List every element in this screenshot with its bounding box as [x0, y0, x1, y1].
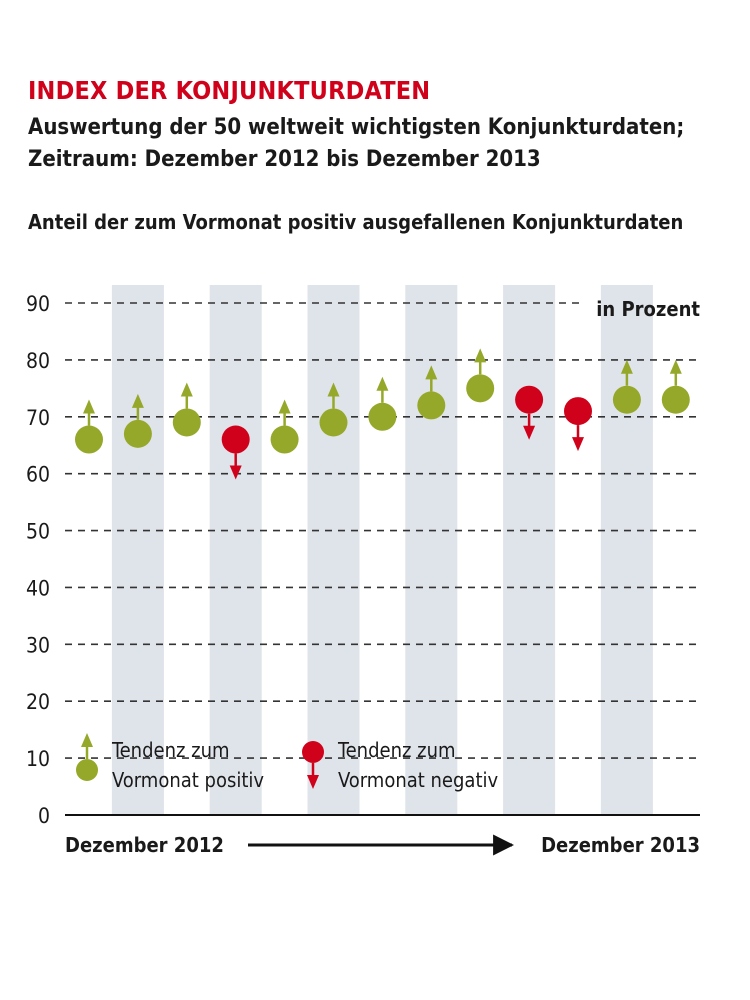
point-marker-positive — [612, 385, 641, 414]
legend-label: Tendenz zum — [337, 738, 456, 762]
y-tick-label: 20 — [26, 690, 50, 714]
data-point — [612, 359, 641, 414]
data-point — [75, 399, 103, 454]
point-marker-positive — [75, 425, 103, 454]
point-marker-positive — [466, 374, 495, 403]
y-tick-label: 50 — [26, 520, 50, 544]
y-tick-label: 90 — [26, 292, 50, 316]
data-point — [123, 393, 152, 448]
legend-negative-symbol — [302, 741, 324, 789]
legend: Tendenz zum Vormonat positiv Tendenz zum Vo… — [76, 733, 499, 792]
point-marker-negative — [302, 741, 324, 763]
trend-up-arrowhead — [327, 382, 340, 397]
point-marker-negative — [221, 425, 250, 454]
trend-up-arrowhead — [278, 399, 291, 414]
legend-label: Tendenz zum — [111, 738, 230, 762]
column-band — [111, 285, 164, 815]
trend-up-arrowhead — [81, 733, 93, 747]
trend-up-arrowhead — [669, 359, 682, 374]
subtitle-line-2: Zeitraum: Dezember 2012 bis Dezember 201… — [28, 147, 541, 172]
data-point — [172, 382, 201, 437]
point-marker-positive — [417, 391, 446, 420]
y-tick-label: 70 — [26, 406, 50, 430]
trend-up-arrowhead — [620, 359, 633, 374]
trend-down-arrowhead — [572, 437, 584, 452]
data-point — [368, 376, 397, 431]
data-point — [417, 365, 446, 420]
legend-label: Vormonat negativ — [338, 768, 499, 792]
column-bands — [111, 285, 653, 815]
point-marker-negative — [515, 385, 544, 414]
trend-up-arrowhead — [180, 382, 193, 397]
trend-up-arrowhead — [83, 399, 95, 414]
point-marker-negative — [564, 397, 592, 426]
y-tick-label: 60 — [26, 463, 50, 487]
point-marker-positive — [661, 385, 690, 414]
legend-positive-symbol — [76, 733, 98, 781]
column-band — [307, 285, 360, 815]
y-tick-label: 10 — [26, 747, 50, 771]
subtitle-line-1: Auswertung der 50 weltweit wichtigsten K… — [28, 115, 685, 140]
column-band — [405, 285, 458, 815]
x-end-label: Dezember 2013 — [541, 833, 700, 857]
column-band — [503, 285, 556, 815]
trend-up-arrowhead — [425, 365, 438, 380]
trend-up-arrowhead — [474, 348, 487, 363]
trend-up-arrowhead — [376, 376, 389, 391]
y-tick-label: 0 — [38, 804, 50, 828]
chart-title: INDEX DER KONJUNKTURDATEN — [28, 76, 431, 105]
y-tick-label: 80 — [26, 349, 50, 373]
data-point — [319, 382, 348, 437]
trend-down-arrowhead — [307, 775, 319, 789]
column-band — [209, 285, 262, 815]
y-tick-label: 30 — [26, 633, 50, 657]
point-marker-positive — [76, 759, 98, 781]
trend-down-arrowhead — [229, 465, 242, 480]
point-marker-positive — [270, 425, 299, 454]
legend-label: Vormonat positiv — [112, 768, 264, 792]
data-point — [270, 399, 299, 454]
data-point — [661, 359, 690, 414]
point-marker-positive — [172, 408, 201, 437]
point-marker-positive — [319, 408, 348, 437]
data-point — [515, 385, 544, 440]
data-points — [75, 348, 690, 480]
trend-up-arrowhead — [131, 393, 144, 408]
x-start-label: Dezember 2012 — [65, 833, 224, 857]
chart-subtitle: Auswertung der 50 weltweit wichtigsten K… — [28, 112, 684, 176]
point-marker-positive — [123, 419, 152, 448]
chart-ylabel: Anteil der zum Vormonat positiv ausgefal… — [28, 210, 684, 234]
y-tick-label: 40 — [26, 576, 50, 600]
data-point — [466, 348, 495, 403]
data-point — [564, 397, 592, 452]
trend-down-arrowhead — [523, 425, 536, 440]
y-axis-ticks: 0 10 20 30 40 50 60 70 80 90 — [26, 292, 50, 828]
point-marker-positive — [368, 402, 397, 431]
unit-label: in Prozent — [596, 297, 700, 321]
data-point — [221, 425, 250, 480]
